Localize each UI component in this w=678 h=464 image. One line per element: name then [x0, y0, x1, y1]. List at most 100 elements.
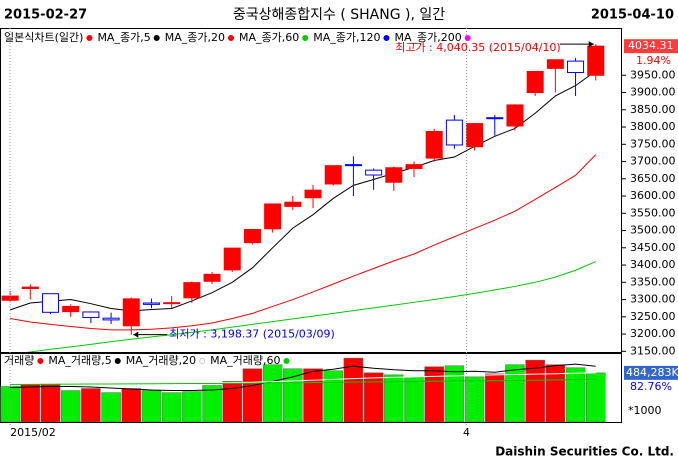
candle-body — [82, 311, 100, 318]
candle-body — [405, 164, 423, 169]
legend-label: MA_종가,120 — [313, 31, 380, 44]
volume-bar — [121, 388, 142, 422]
start-date: 2015-02-27 — [4, 8, 87, 23]
y-tick-label: 3700.00 — [630, 155, 676, 168]
legend-swatch — [153, 35, 160, 41]
ma-line — [26, 261, 596, 352]
candle-body — [284, 201, 302, 207]
candle-body — [62, 305, 80, 313]
y-tick-label: 3750.00 — [630, 137, 676, 150]
volume-bar — [283, 368, 303, 422]
candle-body — [344, 164, 362, 167]
volume-bar — [525, 359, 545, 422]
last-price-box — [624, 39, 678, 54]
candle-body — [102, 317, 120, 321]
volume-bar — [585, 372, 606, 422]
ma-line — [9, 70, 597, 312]
volume-bar — [182, 391, 202, 422]
candle-body — [385, 167, 403, 183]
legend-label: MA_종가,20 — [165, 31, 225, 44]
volume-ratio-label: 82.76% — [630, 380, 672, 393]
candle-body — [425, 131, 443, 159]
candle-body — [324, 165, 342, 185]
change-label: 1.94% — [636, 54, 671, 67]
y-tick-label: 3600.00 — [630, 189, 676, 202]
volume-ma-line — [10, 372, 596, 384]
last-price-label: 4034.31 — [628, 39, 674, 52]
volume-plot — [0, 357, 606, 422]
legend-swatch — [227, 35, 234, 41]
volume-bar — [464, 376, 485, 422]
candle-body — [122, 298, 140, 327]
volume-ma-line — [10, 378, 596, 385]
volume-bar — [60, 390, 81, 422]
y-tick-label: 3900.00 — [630, 86, 676, 99]
ma-line — [10, 154, 597, 331]
candle-body — [304, 189, 322, 199]
y-tick-label: 3250.00 — [630, 310, 676, 323]
candle-body — [506, 104, 524, 127]
x-tick-label: 2015/02 — [10, 426, 56, 439]
legend-label: 거래량 — [4, 354, 34, 367]
legend-label: MA_거래량,60 — [210, 354, 280, 367]
volume-bar — [202, 385, 222, 422]
candle-body — [526, 70, 544, 94]
volume-bar — [505, 364, 525, 422]
y-tick-label: 3650.00 — [630, 172, 676, 185]
legend-label: MA_거래량,20 — [126, 354, 196, 367]
y-tick-label: 3400.00 — [630, 258, 676, 271]
volume-bar — [363, 372, 384, 422]
legend-swatch — [383, 35, 390, 41]
chart-title: 중국상해종합지수 ( SHANG ), 일간 — [233, 7, 445, 23]
arrow-head — [588, 41, 594, 48]
volume-bar — [242, 368, 263, 422]
legend-label: MA_종가,60 — [239, 31, 299, 44]
y-tick-label: 3300.00 — [630, 293, 676, 306]
y-tick-label: 3150.00 — [630, 344, 676, 357]
candle-body — [41, 293, 59, 313]
candle-body — [223, 247, 241, 271]
volume-bar — [323, 370, 343, 422]
price-pane — [0, 28, 622, 353]
volume-bar — [424, 366, 444, 422]
legend-label: MA_거래량,5 — [48, 354, 111, 367]
volume-bar — [303, 368, 323, 422]
x-tick-label: 4 — [463, 426, 470, 439]
candle-body — [21, 286, 39, 290]
y-tick-label: 3450.00 — [630, 241, 676, 254]
last-volume-label: 484,283K — [626, 366, 678, 379]
candle-body — [163, 302, 181, 305]
volume-bar — [545, 364, 566, 422]
volume-bar — [101, 392, 121, 422]
volume-bar — [444, 365, 465, 422]
annotation: 최저가 : 3,198.37 (2015/03/09) — [169, 328, 335, 341]
volume-ma-line — [10, 363, 596, 392]
y-tick-label: 3850.00 — [630, 103, 676, 116]
legend-label: 일본식차트(일간) — [4, 30, 83, 44]
candle-body — [567, 60, 585, 74]
candle-body — [546, 59, 564, 69]
volume-bar — [565, 367, 586, 422]
volume-unit-label: *1000 — [628, 404, 662, 417]
legend-label: MA_종가,200 — [394, 31, 461, 44]
volume-bar — [141, 390, 162, 422]
volume-bar — [81, 388, 101, 422]
candle-body — [486, 117, 504, 120]
candle-body — [243, 229, 261, 244]
price-plot — [1, 44, 605, 352]
legend-swatch — [86, 35, 93, 41]
volume-bar — [20, 384, 41, 422]
volume-bar — [404, 376, 424, 422]
legend-swatch — [283, 358, 290, 364]
volume-bar — [222, 381, 242, 422]
legend-swatch — [464, 35, 471, 41]
y-tick-label: 3800.00 — [630, 120, 676, 133]
annotation: 최고가 : 4,040.35 (2015/04/10) — [395, 41, 561, 54]
volume-bar — [485, 373, 505, 422]
last-volume-box — [624, 365, 678, 380]
y-tick-label: 3200.00 — [630, 327, 676, 340]
y-tick-label: 3500.00 — [630, 224, 676, 237]
candle-body — [365, 169, 383, 176]
candle-body — [203, 273, 221, 282]
